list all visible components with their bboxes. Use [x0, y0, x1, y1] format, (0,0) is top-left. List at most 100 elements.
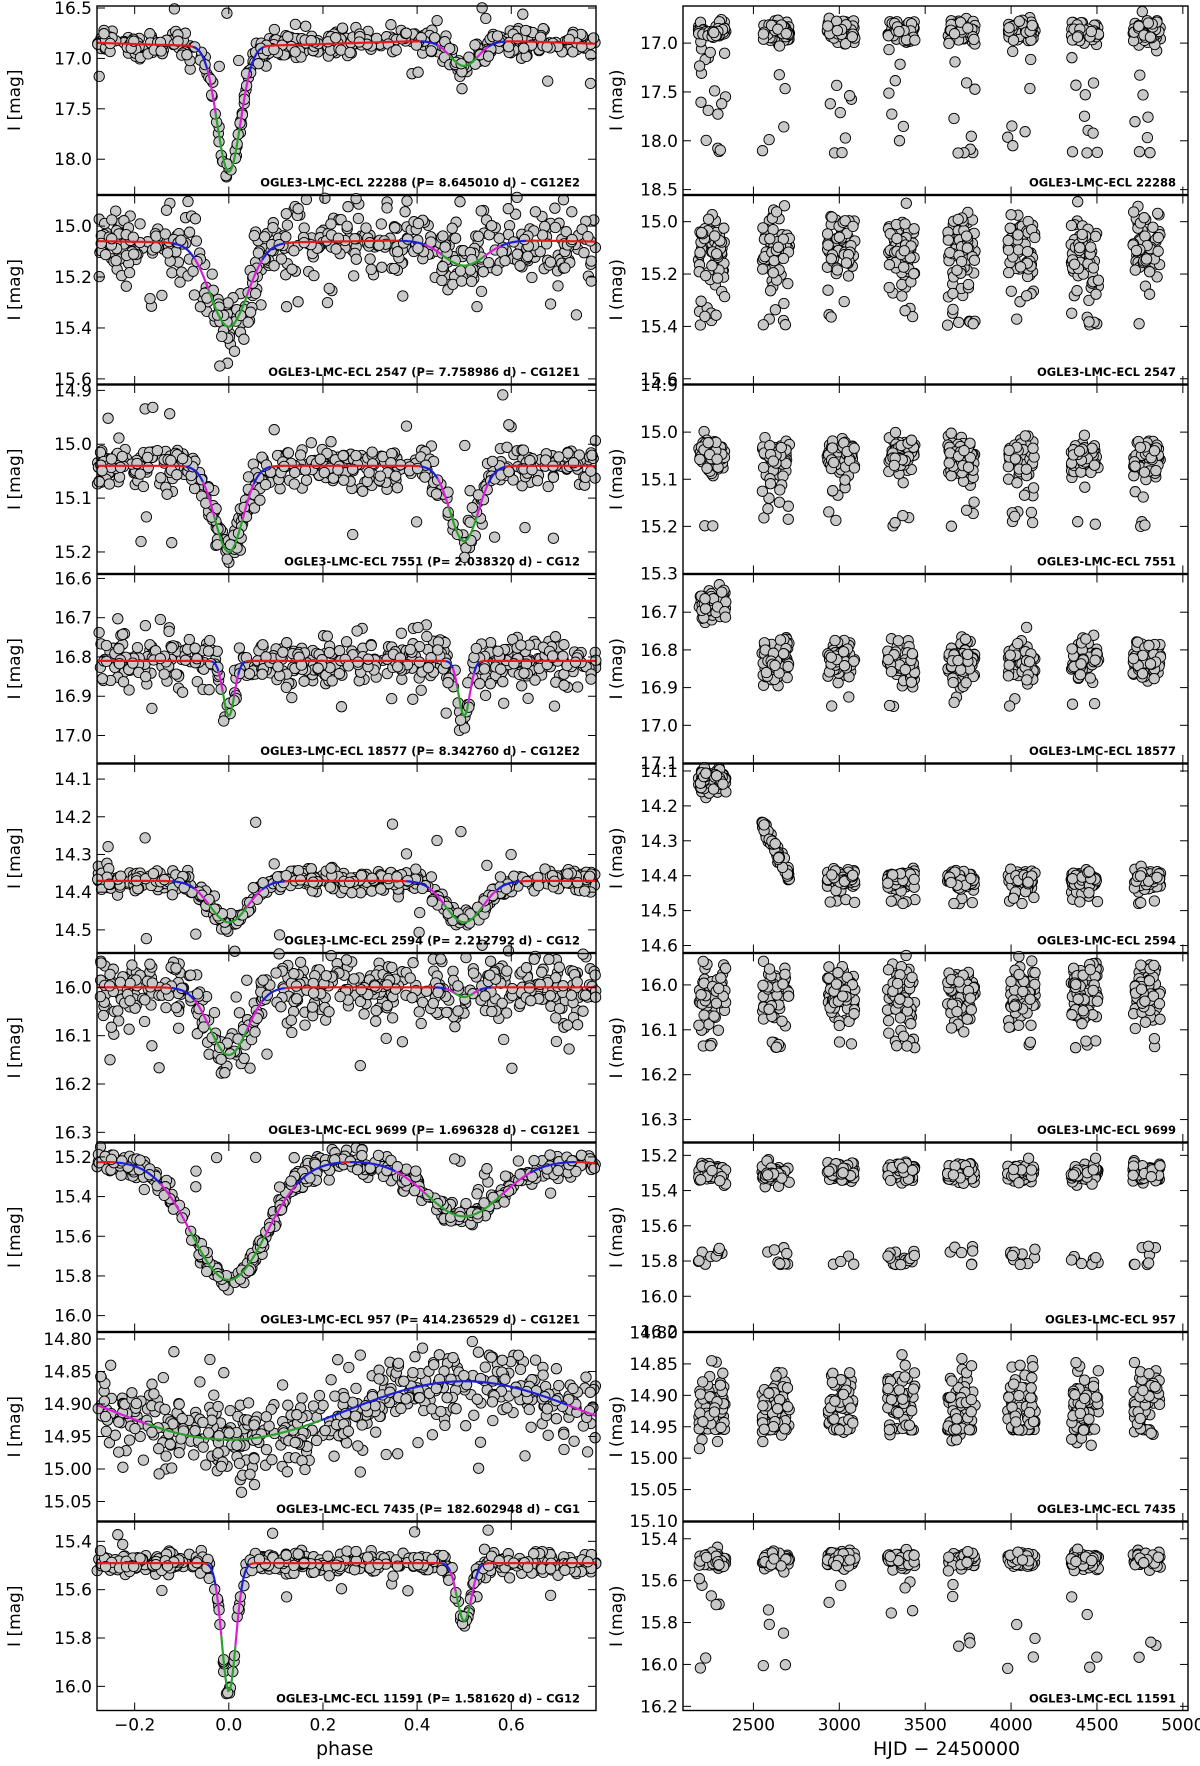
time-point	[847, 220, 859, 233]
time-point	[1148, 445, 1161, 457]
phase-point	[244, 306, 257, 318]
time-point	[1073, 445, 1086, 457]
time-point	[1079, 481, 1091, 493]
phase-point	[562, 868, 574, 880]
phase-point	[502, 41, 515, 53]
phase-point	[391, 246, 404, 258]
phase-point	[454, 265, 467, 277]
time-point	[782, 660, 794, 673]
time-point	[826, 211, 838, 223]
phase-point	[365, 263, 377, 276]
time-point	[1007, 140, 1019, 152]
model-curve	[519, 879, 596, 883]
time-point	[829, 634, 841, 647]
phase-point	[267, 221, 279, 234]
time-point	[905, 434, 918, 446]
time-point	[908, 268, 920, 280]
phase-point	[388, 262, 400, 275]
phase-point	[323, 646, 336, 659]
time-point	[1005, 285, 1017, 297]
time-point	[1091, 146, 1103, 159]
phase-point	[402, 233, 414, 245]
time-point	[1078, 429, 1091, 441]
phase-point	[326, 675, 338, 687]
model-curve	[479, 659, 596, 664]
time-point	[824, 98, 836, 110]
time-point	[1002, 244, 1015, 256]
time-point	[1147, 221, 1159, 233]
time-point	[1136, 668, 1149, 680]
phase-point	[280, 208, 292, 220]
time-point	[769, 659, 781, 672]
phase-point	[114, 461, 127, 474]
phase-point	[571, 681, 584, 693]
time-point	[1025, 53, 1037, 66]
y-tick-label: 17.5	[640, 83, 678, 103]
phase-point	[544, 256, 557, 268]
phase-point	[191, 653, 203, 665]
phase-point	[93, 70, 105, 83]
time-point	[1148, 672, 1160, 685]
time-point	[762, 503, 774, 515]
time-point	[1029, 231, 1041, 244]
phase-point	[390, 470, 402, 482]
time-point	[962, 278, 975, 291]
y-tick-label: 14.4	[54, 883, 92, 903]
phase-point	[471, 300, 483, 313]
time-point	[769, 304, 782, 316]
phase-point	[566, 206, 578, 218]
phase-point	[484, 636, 497, 649]
time-point	[1127, 652, 1140, 665]
phased-panel-3: 14.915.015.115.2I [mag]OGLE3-LMC-ECL 755…	[5, 381, 602, 575]
phase-point	[319, 192, 331, 204]
time-point	[945, 520, 958, 532]
phase-point	[376, 261, 388, 273]
time-point	[699, 593, 711, 605]
phase-point	[585, 673, 597, 685]
time-point	[1066, 146, 1079, 158]
phase-point	[454, 196, 466, 208]
phase-point	[131, 457, 143, 470]
phase-point	[342, 201, 354, 213]
phase-point	[112, 613, 124, 625]
phase-point	[323, 282, 335, 295]
y-tick-label: 15.3	[640, 565, 678, 585]
phase-point	[488, 531, 501, 543]
phase-point	[307, 876, 319, 888]
phase-point	[531, 475, 544, 487]
phase-point	[139, 832, 151, 844]
time-point	[968, 33, 980, 46]
time-point	[899, 218, 911, 230]
left-y-axis-label: I [mag]	[5, 638, 25, 699]
phase-point	[548, 700, 561, 712]
time-point	[695, 226, 708, 239]
time-point	[882, 654, 894, 666]
phase-point	[318, 466, 330, 479]
phase-point	[98, 28, 110, 40]
time-point	[834, 106, 846, 119]
phase-point	[146, 702, 158, 715]
time-point	[695, 96, 707, 108]
phase-point	[469, 39, 481, 51]
phase-point	[242, 471, 255, 483]
phase-point	[351, 625, 363, 637]
phase-point	[475, 205, 487, 217]
phase-point	[113, 643, 125, 655]
time-point	[1088, 459, 1101, 471]
time-point	[1087, 127, 1099, 139]
time-point	[704, 46, 716, 59]
phase-point	[549, 202, 561, 214]
phase-point	[324, 881, 337, 893]
time-point	[1020, 290, 1033, 302]
timeseries-panel-4: 16.716.816.917.017.1I (mag)OGLE3-LMC-ECL…	[607, 573, 1189, 774]
phase-point	[300, 474, 313, 486]
phase-point	[400, 848, 413, 860]
phase-point	[431, 834, 443, 847]
star-label-right: OGLE3-LMC-ECL 7551	[1037, 555, 1176, 569]
phase-point	[99, 248, 112, 261]
y-tick-label: 15.2	[640, 517, 678, 537]
time-point	[843, 691, 855, 703]
model-curve	[97, 659, 212, 663]
time-point	[842, 270, 855, 282]
y-tick-label: 15.4	[640, 317, 678, 337]
